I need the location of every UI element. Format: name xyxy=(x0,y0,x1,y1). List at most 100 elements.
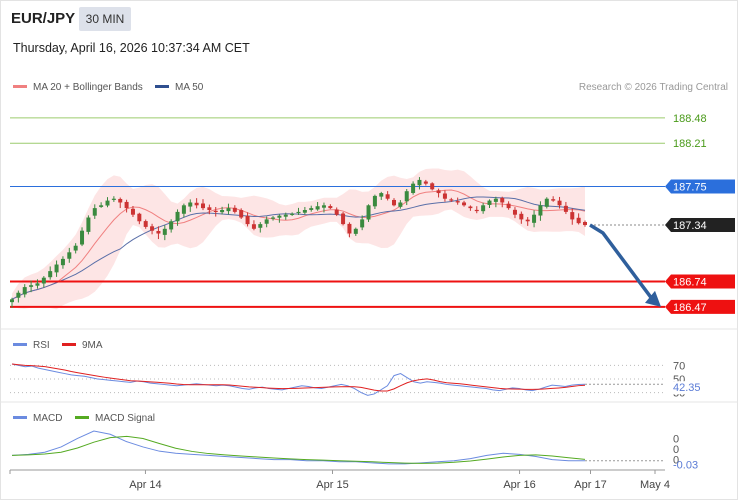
candle xyxy=(22,284,27,298)
level-tag xyxy=(665,299,735,314)
candle xyxy=(328,204,333,210)
candle-body xyxy=(245,215,250,225)
rsi-ma-line xyxy=(11,363,586,392)
macd-last-value: -0.03 xyxy=(673,460,698,472)
candle-body xyxy=(392,199,396,206)
candle-body xyxy=(544,198,549,207)
candle xyxy=(392,198,396,207)
timeframe-badge[interactable]: 30 MIN xyxy=(79,7,131,31)
candle-body xyxy=(80,230,85,245)
candle xyxy=(417,177,422,190)
candle-body xyxy=(99,205,104,207)
candle xyxy=(60,256,65,269)
level-tag xyxy=(665,218,735,233)
macd-signal-line xyxy=(11,435,586,464)
level-label: 187.34 xyxy=(673,220,707,232)
ma20-legend-label: MA 20 + Bollinger Bands xyxy=(33,82,143,93)
candle xyxy=(175,209,180,226)
candle xyxy=(532,210,537,228)
candle xyxy=(48,266,53,280)
candle-body xyxy=(181,205,186,214)
candle xyxy=(372,194,377,210)
candle-body xyxy=(105,200,110,206)
candle-body xyxy=(366,205,371,220)
candle-body xyxy=(519,213,524,220)
ma50-legend-swatch xyxy=(155,85,169,88)
chart-datetime: Thursday, April 16, 2026 10:37:34 AM CET xyxy=(13,41,250,55)
candle-body xyxy=(474,209,479,212)
candle-body xyxy=(525,219,530,222)
candle xyxy=(29,280,34,293)
candle xyxy=(130,205,135,217)
level-tag xyxy=(665,274,735,289)
rsi-legend-swatch xyxy=(13,343,27,346)
symbol-title: EUR/JPY xyxy=(11,10,76,27)
candle-body xyxy=(220,210,225,213)
candle xyxy=(283,212,288,220)
candle-body xyxy=(67,252,72,259)
candle xyxy=(411,181,416,195)
candle xyxy=(118,197,123,209)
candle xyxy=(462,200,467,207)
candle-body xyxy=(341,213,346,225)
candle xyxy=(143,219,148,229)
candle-body xyxy=(201,203,205,209)
candle-body xyxy=(48,271,53,278)
candle-body xyxy=(328,206,333,209)
candle xyxy=(41,276,46,288)
candle-body xyxy=(111,198,116,200)
candle xyxy=(54,260,59,277)
candle-body xyxy=(258,224,263,228)
candle-body xyxy=(226,208,231,212)
candle xyxy=(506,201,511,210)
candle-body xyxy=(264,219,269,224)
candle-body xyxy=(283,214,288,217)
candle xyxy=(207,204,212,215)
candle-body xyxy=(137,213,142,222)
candle xyxy=(347,222,352,238)
candle xyxy=(16,290,21,303)
candle-body xyxy=(321,205,326,208)
candle-body xyxy=(423,181,428,184)
candle-body xyxy=(315,206,320,210)
candle xyxy=(245,212,250,227)
candle-body xyxy=(54,264,59,273)
candle xyxy=(468,205,473,211)
candle xyxy=(551,196,556,202)
level-label: 186.47 xyxy=(673,302,707,314)
candle xyxy=(80,227,85,247)
candle xyxy=(105,197,110,208)
candle xyxy=(379,191,384,200)
candle xyxy=(487,199,492,208)
candle-body xyxy=(398,202,403,207)
candle-body xyxy=(411,183,416,194)
candle-body xyxy=(16,292,21,298)
candle xyxy=(334,207,339,217)
macd-panel: 000-0.03 xyxy=(11,430,698,472)
candle xyxy=(73,243,78,254)
candle-body xyxy=(385,194,390,199)
candle xyxy=(251,220,256,231)
candle-body xyxy=(538,205,543,216)
candle-body xyxy=(73,245,78,251)
candle xyxy=(226,203,231,215)
candle xyxy=(10,297,14,308)
candle-body xyxy=(583,221,587,226)
candle xyxy=(353,227,358,236)
bollinger-bands xyxy=(12,168,585,310)
rsi-ma-legend-swatch xyxy=(62,343,76,346)
candle-body xyxy=(353,228,358,234)
x-tick-label: Apr 14 xyxy=(129,479,161,491)
candle xyxy=(525,217,530,226)
candle-body xyxy=(60,258,65,266)
candle-body xyxy=(551,199,556,201)
candle-body xyxy=(207,207,212,210)
candle xyxy=(436,188,441,198)
candle-body xyxy=(430,183,435,190)
level-tag xyxy=(665,179,735,194)
candle xyxy=(341,211,346,226)
candle xyxy=(570,208,575,225)
candle-body xyxy=(449,199,454,201)
candle-body xyxy=(41,277,46,284)
ma20-legend-swatch xyxy=(13,85,27,88)
